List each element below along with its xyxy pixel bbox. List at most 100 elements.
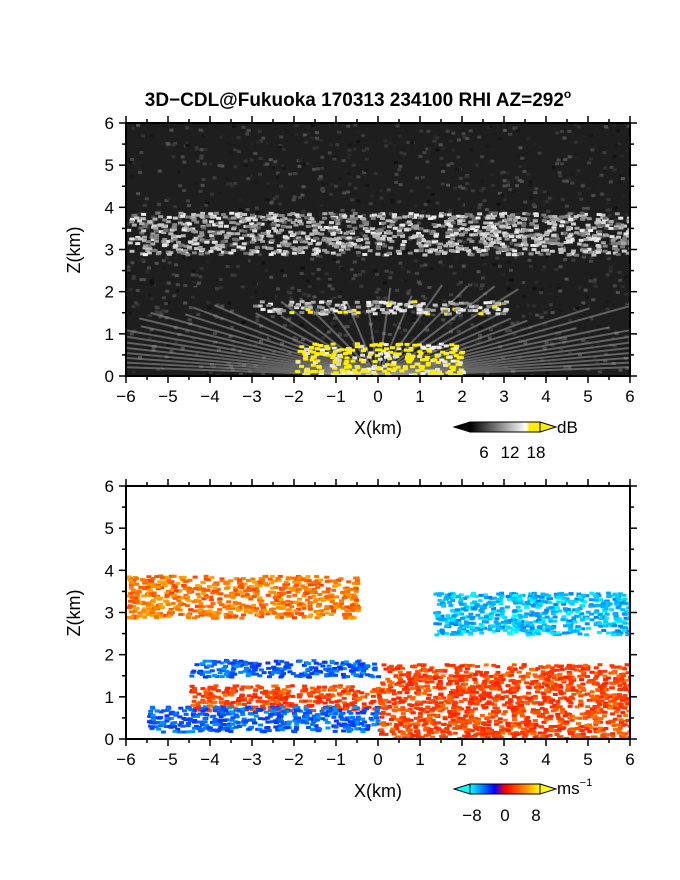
noise-cell	[245, 132, 250, 136]
noise-cell	[473, 307, 478, 310]
data-cell	[257, 584, 263, 588]
data-cell	[509, 248, 515, 252]
noise-cell	[331, 322, 335, 326]
data-cell	[375, 232, 381, 236]
data-cell	[176, 599, 182, 603]
noise-cell	[255, 315, 260, 319]
data-cell	[484, 245, 490, 249]
data-cell	[192, 575, 198, 579]
noise-cell	[312, 295, 317, 299]
data-cell	[340, 661, 346, 665]
data-cell	[453, 623, 459, 627]
data-cell	[243, 663, 249, 667]
data-cell	[233, 590, 239, 594]
data-cell	[354, 300, 360, 304]
noise-cell	[515, 305, 520, 309]
noise-cell	[340, 267, 345, 270]
data-cell	[314, 672, 320, 676]
data-cell	[346, 236, 352, 240]
data-cell	[153, 596, 159, 600]
data-cell	[215, 587, 221, 591]
data-cell	[357, 663, 363, 666]
data-cell	[496, 237, 502, 241]
data-cell	[469, 617, 475, 621]
data-cell	[126, 606, 132, 610]
noise-cell	[272, 197, 277, 201]
data-cell	[270, 586, 276, 590]
beam-ray	[366, 301, 379, 376]
data-cell	[480, 253, 486, 257]
noise-cell	[580, 184, 585, 188]
data-cell	[147, 588, 152, 592]
data-cell	[461, 223, 467, 227]
noise-cell	[442, 299, 447, 303]
data-cell	[402, 309, 407, 313]
noise-cell	[625, 302, 630, 306]
data-cell	[175, 607, 181, 611]
data-cell	[560, 618, 566, 622]
data-cell	[614, 212, 620, 216]
data-cell	[245, 218, 251, 222]
data-cell	[329, 687, 334, 691]
data-cell	[351, 593, 357, 597]
data-cell	[230, 661, 235, 665]
data-cell	[464, 629, 470, 633]
noise-cell	[197, 236, 202, 240]
data-cell	[311, 594, 317, 598]
data-cell	[456, 610, 462, 614]
data-cell	[458, 244, 464, 248]
colorbar-scale	[469, 421, 541, 433]
data-cell	[312, 342, 318, 346]
data-cell	[310, 580, 316, 584]
data-cell	[332, 359, 338, 363]
data-cell	[279, 669, 285, 673]
noise-cell	[537, 151, 542, 155]
data-cell	[335, 222, 341, 226]
data-cell	[447, 228, 453, 232]
noise-cell	[515, 176, 519, 180]
data-cell	[352, 356, 358, 360]
data-cell	[320, 228, 326, 232]
noise-cell	[541, 203, 546, 206]
data-cell	[484, 596, 489, 600]
noise-cell	[134, 301, 138, 305]
data-cell	[133, 577, 139, 580]
data-cell	[205, 251, 210, 255]
beam-ray	[324, 300, 379, 376]
data-cell	[496, 246, 502, 250]
data-cell	[285, 582, 291, 586]
data-cell	[235, 592, 240, 596]
noise-cell	[426, 129, 431, 133]
data-cell	[207, 230, 213, 234]
data-cell	[542, 623, 547, 627]
data-cell	[518, 600, 524, 603]
data-cell	[552, 633, 558, 636]
data-cell	[323, 595, 329, 599]
data-cell	[484, 308, 489, 312]
noise-cell	[624, 300, 629, 304]
data-cell	[318, 300, 324, 304]
data-cell	[529, 626, 535, 630]
data-cell	[579, 612, 585, 616]
noise-cell	[502, 128, 507, 132]
data-cell	[495, 626, 501, 630]
data-cell	[270, 671, 276, 675]
data-cell	[568, 219, 574, 223]
noise-cell	[418, 154, 423, 158]
data-cell	[279, 214, 285, 218]
noise-cell	[348, 292, 353, 296]
data-cell	[372, 312, 378, 316]
data-cell	[439, 628, 445, 632]
data-cell	[396, 250, 402, 254]
data-cell	[329, 700, 335, 704]
noise-cell	[147, 314, 152, 317]
data-cell	[246, 589, 252, 593]
data-cell	[168, 613, 174, 617]
data-cell	[252, 223, 258, 227]
data-cell	[556, 596, 562, 600]
noise-cell	[175, 283, 180, 287]
data-cell	[334, 303, 340, 307]
noise-cell	[274, 313, 279, 317]
noise-cell	[563, 158, 568, 162]
data-cell	[186, 613, 192, 617]
